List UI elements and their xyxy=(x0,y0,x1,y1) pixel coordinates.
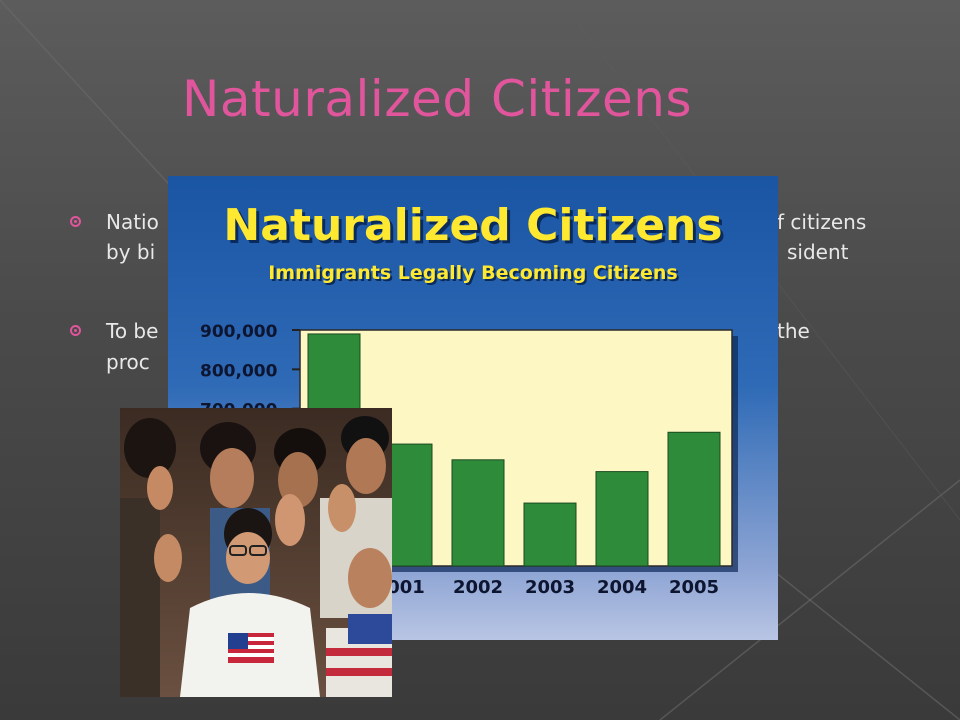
chart-subtitle: Immigrants Legally Becoming Citizens xyxy=(268,262,678,284)
bullet-icon xyxy=(70,216,81,227)
y-tick-label: 900,000 xyxy=(200,322,278,342)
chart-title: Naturalized Citizens xyxy=(223,200,723,251)
x-tick-label: 2003 xyxy=(525,577,575,598)
photo-illustration xyxy=(120,408,392,697)
bar-2004 xyxy=(595,471,649,567)
bullet-text-left: Natio xyxy=(106,210,159,234)
x-tick-label: 2002 xyxy=(453,577,503,598)
x-tick-label: 2005 xyxy=(669,577,719,598)
bullet-icon xyxy=(70,325,81,336)
bullet-text-left: To be xyxy=(106,319,159,343)
bullet-text-right: f citizens xyxy=(777,210,867,234)
bullet-text-right: the xyxy=(777,319,810,343)
x-tick-label: 2004 xyxy=(597,577,647,598)
people-raising-hands-photo xyxy=(120,408,392,697)
y-tick-label: 800,000 xyxy=(200,361,278,381)
bar-2005 xyxy=(667,431,721,567)
bullet-text-left: proc xyxy=(106,350,150,374)
bullet-text-left: by bi xyxy=(106,240,156,264)
slide-title: Naturalized Citizens xyxy=(182,70,692,128)
x-tick-label: 001 xyxy=(387,577,425,598)
bullet-text-right: sident xyxy=(787,240,849,264)
bar-2002 xyxy=(451,459,505,567)
bar-2003 xyxy=(523,502,577,567)
